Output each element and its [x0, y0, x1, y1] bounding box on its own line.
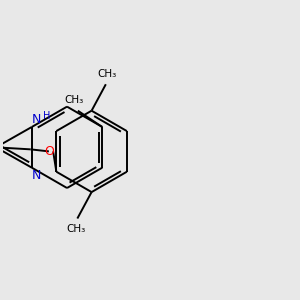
Text: N: N [32, 113, 41, 126]
Text: CH₃: CH₃ [97, 69, 116, 79]
Text: O: O [44, 145, 54, 158]
Text: N: N [32, 169, 41, 182]
Text: CH₃: CH₃ [64, 95, 83, 105]
Text: CH₃: CH₃ [67, 224, 86, 234]
Text: H: H [43, 111, 50, 121]
